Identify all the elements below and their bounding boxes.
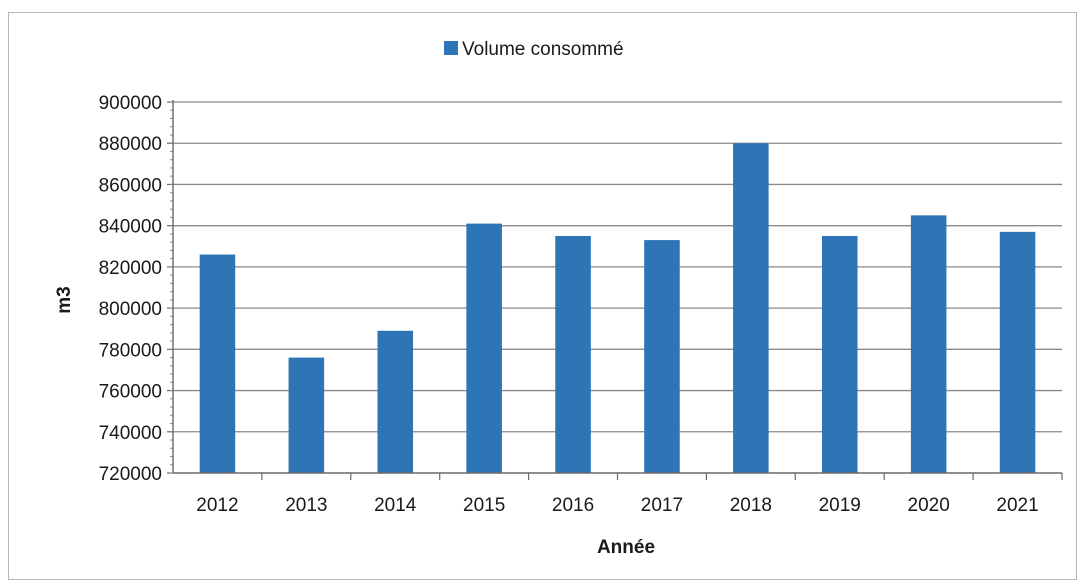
x-tick-label: 2021 — [996, 495, 1038, 516]
y-tick-label: 740000 — [99, 423, 162, 444]
y-tick-label: 860000 — [99, 175, 162, 196]
bar-2019 — [821, 235, 858, 473]
y-tick-label: 780000 — [99, 340, 162, 361]
bar-2012 — [199, 254, 236, 473]
x-tick-labels: 2012 2013 2014 2015 2016 2017 2018 2019 2020 2021 — [196, 495, 1038, 516]
bar-2014 — [377, 330, 414, 473]
y-tick-label: 800000 — [99, 299, 162, 320]
bar-2021 — [999, 231, 1036, 473]
x-tick-label: 2014 — [374, 495, 417, 516]
x-tick-label: 2012 — [196, 495, 238, 516]
y-tick-label: 880000 — [99, 134, 162, 155]
y-tick-label: 720000 — [99, 464, 162, 485]
x-tick-label: 2019 — [819, 495, 861, 516]
bar-2017 — [644, 240, 680, 473]
y-tick-labels: 720000 740000 760000 780000 800000 820000 8400… — [99, 93, 162, 485]
x-tick-label: 2013 — [285, 495, 327, 516]
bar-2013 — [288, 357, 325, 473]
y-tick-label: 900000 — [99, 93, 162, 114]
bar-2018 — [733, 143, 769, 473]
x-tick-label: 2018 — [730, 495, 772, 516]
x-tick-label: 2016 — [552, 495, 594, 516]
y-tick-label: 840000 — [99, 217, 162, 238]
y-tick-label: 820000 — [99, 258, 162, 279]
x-axis-title: Année — [597, 537, 655, 558]
axes — [167, 100, 1063, 480]
legend: Volume consommé — [444, 39, 624, 60]
x-tick-label: 2015 — [463, 495, 505, 516]
legend-label: Volume consommé — [462, 39, 624, 60]
legend-swatch — [444, 41, 458, 55]
bar-2016 — [555, 235, 591, 473]
chart-frame — [8, 12, 1077, 580]
bar-2015 — [466, 223, 502, 473]
x-tick-label: 2020 — [908, 495, 950, 516]
bars — [199, 143, 1036, 473]
bar-2020 — [910, 215, 947, 473]
y-axis-title: m3 — [54, 286, 75, 313]
x-tick-label: 2017 — [641, 495, 683, 516]
y-tick-label: 760000 — [99, 382, 162, 403]
